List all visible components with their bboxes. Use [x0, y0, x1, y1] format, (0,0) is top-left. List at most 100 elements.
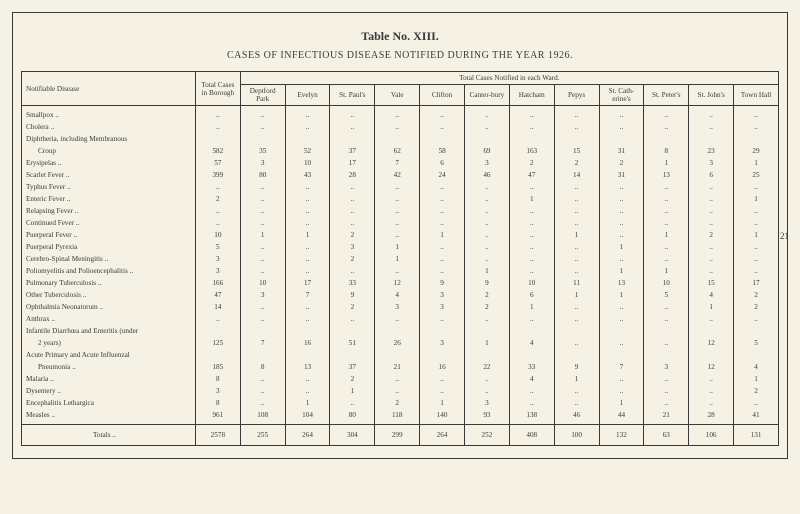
ward-cell — [240, 325, 285, 337]
ward-cell: 35 — [240, 145, 285, 157]
ward-cell: 1 — [554, 229, 599, 241]
ward-cell: .. — [375, 313, 420, 325]
ward-cell: 46 — [554, 409, 599, 421]
ward-cell: 2 — [464, 289, 509, 301]
ward-cell: .. — [734, 265, 779, 277]
ward-cell: 15 — [689, 277, 734, 289]
ward-cell: 58 — [420, 145, 465, 157]
ward-cell: 8 — [644, 145, 689, 157]
disease-label: Measles .. — [22, 409, 196, 421]
table-row: 2 years)1257165126314......125 — [22, 337, 779, 349]
table-row: Enteric Fever ..2............1........1 — [22, 193, 779, 205]
ward-cell: 31 — [599, 169, 644, 181]
ward-cell: 4 — [509, 373, 554, 385]
ward-cell: .. — [689, 109, 734, 121]
ward-cell: .. — [599, 181, 644, 193]
ward-cell: 41 — [734, 409, 779, 421]
ward-cell: 3 — [644, 361, 689, 373]
ward-cell: .. — [509, 121, 554, 133]
table-subtitle: CASES OF INFECTIOUS DISEASE NOTIFIED DUR… — [21, 50, 779, 61]
ward-cell: .. — [554, 109, 599, 121]
ward-cell: .. — [509, 229, 554, 241]
disease-label: Croup — [22, 145, 196, 157]
ward-cell: 21 — [644, 409, 689, 421]
ward-cell: 44 — [599, 409, 644, 421]
ward-cell — [644, 133, 689, 145]
ward-cell — [375, 349, 420, 361]
ward-cell: 1 — [554, 289, 599, 301]
ward-cell: 1 — [509, 193, 554, 205]
ward-cell: 1 — [644, 265, 689, 277]
ward-cell: 69 — [464, 145, 509, 157]
ward-cell: .. — [420, 241, 465, 253]
ward-cell: 1 — [554, 373, 599, 385]
total-cell: 399 — [195, 169, 240, 181]
ward-cell: 12 — [689, 337, 734, 349]
ward-cell: 47 — [509, 169, 554, 181]
ward-cell: 4 — [734, 361, 779, 373]
disease-table: Notifiable Disease Total Cases in Boroug… — [21, 71, 779, 446]
total-cell: .. — [195, 181, 240, 193]
ward-cell: 29 — [734, 145, 779, 157]
ward-cell: 37 — [330, 145, 375, 157]
ward-cell: 33 — [330, 277, 375, 289]
ward-cell: 12 — [689, 361, 734, 373]
ward-cell: 2 — [375, 397, 420, 409]
ward-cell: .. — [554, 397, 599, 409]
ward-cell: 3 — [240, 289, 285, 301]
ward-cell: .. — [644, 253, 689, 265]
totals-ward-cell: 255 — [240, 425, 285, 446]
ward-cell: 1 — [285, 229, 330, 241]
ward-cell: .. — [420, 193, 465, 205]
table-row: Diphtheria, including Membranous — [22, 133, 779, 145]
ward-cell: .. — [689, 181, 734, 193]
ward-cell: 4 — [689, 289, 734, 301]
ward-cell: 2 — [599, 157, 644, 169]
ward-cell: .. — [464, 253, 509, 265]
total-cell: 5 — [195, 241, 240, 253]
ward-cell — [599, 133, 644, 145]
totals-ward-cell: 106 — [689, 425, 734, 446]
ward-cell: 10 — [285, 157, 330, 169]
ward-cell: .. — [509, 205, 554, 217]
ward-cell: .. — [689, 241, 734, 253]
ward-cell: .. — [240, 301, 285, 313]
ward-cell: 28 — [330, 169, 375, 181]
ward-cell: .. — [240, 313, 285, 325]
disease-label: Smallpox .. — [22, 109, 196, 121]
ward-cell: 104 — [285, 409, 330, 421]
ward-cell: 25 — [734, 169, 779, 181]
ward-cell: 163 — [509, 145, 554, 157]
ward-cell: .. — [375, 109, 420, 121]
ward-cell: .. — [689, 193, 734, 205]
ward-cell: .. — [285, 313, 330, 325]
ward-cell: 3 — [464, 397, 509, 409]
table-row: Ophthalmia Neonatorum ..14....23321.....… — [22, 301, 779, 313]
ward-cell: 1 — [375, 253, 420, 265]
ward-cell: 1 — [599, 265, 644, 277]
ward-cell: .. — [420, 265, 465, 277]
disease-label: Ophthalmia Neonatorum .. — [22, 301, 196, 313]
ward-cell: .. — [734, 181, 779, 193]
table-row: Pulmonary Tuberculosis ..166101733129910… — [22, 277, 779, 289]
ward-cell — [689, 349, 734, 361]
ward-cell: .. — [285, 253, 330, 265]
ward-cell: 3 — [420, 301, 465, 313]
ward-cell: 1 — [644, 229, 689, 241]
table-row: Infantile Diarrhœa and Enteritis (under — [22, 325, 779, 337]
ward-cell — [464, 325, 509, 337]
ward-cell: 6 — [420, 157, 465, 169]
ward-cell: .. — [285, 121, 330, 133]
total-cell — [195, 133, 240, 145]
ward-cell — [375, 133, 420, 145]
ward-cell — [554, 325, 599, 337]
ward-cell: 2 — [734, 385, 779, 397]
ward-cell: 17 — [734, 277, 779, 289]
ward-cell: .. — [734, 253, 779, 265]
total-cell: 3 — [195, 385, 240, 397]
ward-cell: .. — [420, 217, 465, 229]
ward-cell: .. — [599, 205, 644, 217]
ward-cell — [420, 133, 465, 145]
ward-cell: 12 — [375, 277, 420, 289]
ward-cell: .. — [285, 373, 330, 385]
